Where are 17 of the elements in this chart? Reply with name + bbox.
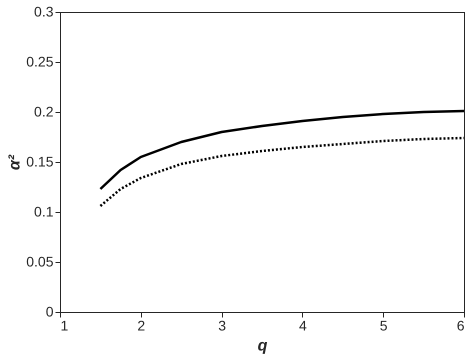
x-tick-label: 6 xyxy=(456,318,465,334)
x-axis-title: q xyxy=(258,338,268,354)
y-tick-label: 0.2 xyxy=(34,104,54,120)
y-tick-label: 0 xyxy=(46,304,54,320)
y-axis-title: α² xyxy=(6,154,24,170)
x-tick-label: 2 xyxy=(137,318,146,334)
x-tick-label: 5 xyxy=(380,318,388,334)
line-series xyxy=(99,110,464,190)
y-tick-label: 0.1 xyxy=(34,204,54,220)
x-tick-label: 4 xyxy=(299,318,307,334)
y-tick-label: 0.25 xyxy=(26,54,54,70)
y-tick-label: 0.05 xyxy=(26,254,54,270)
y-tick-label: 0.15 xyxy=(26,154,54,170)
line-series xyxy=(99,136,464,208)
y-tick-label: 0.3 xyxy=(34,4,54,20)
x-tick-label: 1 xyxy=(60,318,68,334)
x-tick-label: 3 xyxy=(218,318,226,334)
